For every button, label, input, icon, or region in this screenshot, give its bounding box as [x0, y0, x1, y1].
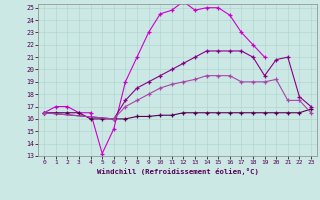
X-axis label: Windchill (Refroidissement éolien,°C): Windchill (Refroidissement éolien,°C)	[97, 168, 259, 175]
